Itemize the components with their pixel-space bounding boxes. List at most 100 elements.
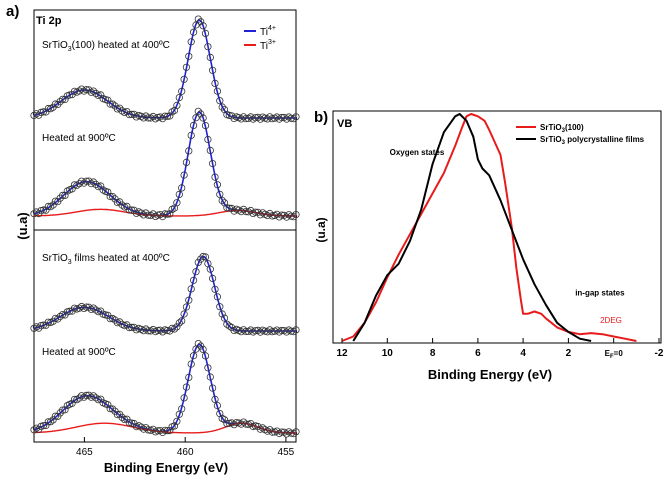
subplot-2-data-point: [58, 191, 67, 199]
subplot-4-data-point: [206, 373, 214, 381]
subplot-2-data-point: [218, 197, 226, 205]
subplot-1-data-point: [61, 95, 69, 104]
subplot-2-data-point: [44, 202, 52, 210]
subplot-1-data-point: [199, 22, 207, 30]
subplot-1-data-point: [263, 115, 271, 123]
subplot-2-data-point: [266, 209, 274, 218]
subplot-2-data-point: [185, 147, 193, 155]
subplot-1-data-point: [244, 114, 252, 123]
subplot-3-data-point: [201, 253, 210, 261]
subplot-1-data-point: [292, 113, 300, 121]
subplot-1-data-point: [58, 95, 67, 103]
subplot-3-data-point: [106, 315, 114, 323]
subplot-2-data-point: [97, 182, 105, 190]
subplot-1-data-point: [187, 38, 195, 46]
subplot-1-data-point: [178, 87, 186, 95]
subplot-1-data-point: [287, 114, 295, 122]
subplot-2-data-point: [125, 206, 133, 214]
subplot-2-data-point: [194, 107, 202, 115]
subplot-3-data-point: [190, 276, 198, 284]
subplot-4-data-point: [266, 426, 274, 434]
subplot-2-data-point: [87, 180, 95, 188]
subplot-1-data-point: [159, 115, 167, 123]
subplot-1-data-point: [78, 85, 86, 93]
subplot-2-data-point: [175, 190, 183, 198]
subplot-1-data-point: [128, 110, 136, 119]
subplot-1-data-point: [106, 100, 114, 108]
subplot-4-data-point: [223, 419, 231, 428]
subplot-1-data-point: [85, 86, 93, 94]
subplot-4-data-point: [237, 420, 245, 428]
subplot-4-data-point: [61, 406, 69, 414]
subplot-1-data-point: [147, 114, 155, 122]
subplot-3-data-point: [44, 318, 52, 326]
subplot-2-data-point: [49, 201, 57, 209]
subplot-4-data-point: [30, 426, 38, 434]
subplot-2-data-point: [68, 185, 76, 193]
subplot-4-label: Heated at 900ºC: [42, 347, 116, 358]
subplot-1-data-point: [116, 104, 124, 112]
subplot-1-data-point: [273, 113, 281, 121]
subplot-2-ti4-fit: [33, 111, 296, 217]
subplot-3-data-point: [278, 326, 286, 335]
legend-srtio3-films-label: SrTiO3 polycrystalline films: [540, 135, 645, 146]
subplot-4-data-point: [278, 428, 286, 436]
subplot-1-data-point: [275, 115, 283, 123]
legend-srtio3-100-label: SrTiO3(100): [540, 123, 584, 134]
subplot-4-data-point: [254, 422, 262, 431]
subplot-4-data-point: [228, 419, 236, 427]
subplot-2-data-point: [89, 178, 98, 186]
subplot-3-data-point: [275, 328, 283, 336]
subplot-1-data-point: [30, 111, 38, 120]
annotation-2deg: 2DEG: [600, 316, 622, 325]
subplot-4-data-point: [182, 383, 190, 391]
subplot-4-data-point: [97, 395, 105, 403]
subplot-2-data-point: [201, 122, 210, 130]
subplot-4-data-point: [187, 360, 195, 368]
subplot-3-data-point: [218, 310, 226, 318]
subplot-1-data-point: [206, 53, 214, 62]
subplot-3-data-point: [251, 327, 260, 335]
subplot-3-data-point: [197, 255, 205, 263]
subplot-4-data-point: [180, 394, 188, 402]
subplot-3-data-point: [266, 326, 274, 334]
subplot-2-data-point: [149, 210, 157, 218]
subplot-3-data-point: [213, 293, 221, 301]
subplot-3-data-point: [130, 323, 138, 331]
subplot-3-data-point: [75, 304, 83, 312]
subplot-3-data-point: [273, 326, 281, 334]
subplot-4-data-point: [44, 418, 52, 426]
subplot-2-data-point: [216, 190, 224, 198]
subplot-2-data-point: [273, 210, 281, 218]
subplot-1-data-point: [211, 79, 219, 88]
panel-b-xtick-10: 10: [382, 348, 394, 359]
subplot-1-data-point: [140, 114, 148, 122]
subplot-4-data-point: [199, 345, 207, 353]
subplot-3-data-point: [206, 265, 214, 273]
subplot-3-data-point: [154, 326, 162, 335]
panel-b-curves: [341, 113, 637, 342]
subplot-1-data-point: [282, 115, 291, 123]
panel-a: Ti 2p (u.a) Binding Energy (eV) Ti4+ Ti3…: [15, 9, 300, 475]
subplot-1-data-point: [256, 115, 264, 123]
subplot-3-data-point: [209, 274, 217, 282]
subplot-4-data-point: [75, 394, 83, 402]
annotation-in-gap-states: in-gap states: [575, 289, 625, 298]
subplot-4-data-point: [58, 406, 67, 414]
subplot-3-data-point: [282, 328, 291, 336]
subplot-1-data-point: [247, 113, 255, 121]
panel-a-xtick-455: 455: [278, 447, 295, 458]
subplot-2-data-point: [70, 181, 79, 189]
subplot-3-data-point: [263, 328, 271, 336]
panel-b-xlabel: Binding Energy (eV): [428, 367, 552, 382]
subplot-1-data-point: [190, 28, 198, 36]
subplot-3-data-point: [37, 321, 45, 330]
subplot-4-data-point: [194, 339, 202, 348]
subplot-2-data-point: [180, 171, 188, 179]
panel-a-xlabel: Binding Energy (eV): [104, 460, 228, 475]
subplot-3-data-point: [101, 311, 110, 319]
subplot-3-data-point: [216, 303, 224, 311]
subplot-1-data-point: [201, 29, 210, 38]
subplot-1-data-point: [209, 66, 217, 74]
subplot-4-data-point: [104, 401, 112, 409]
